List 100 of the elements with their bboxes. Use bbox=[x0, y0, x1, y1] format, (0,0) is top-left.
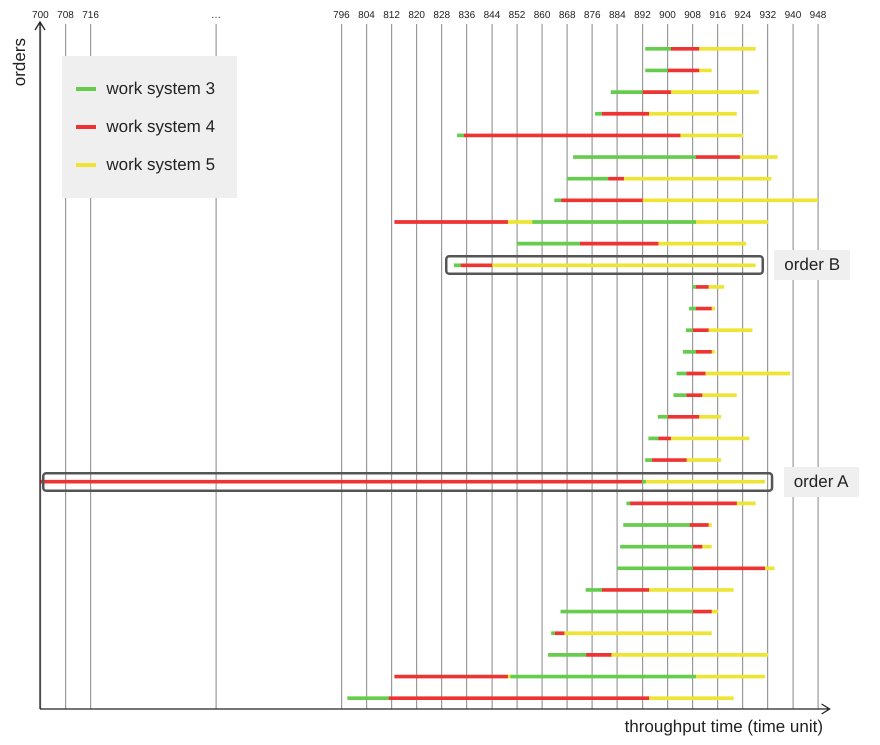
bar bbox=[698, 46, 756, 51]
bar bbox=[630, 502, 737, 506]
bar bbox=[695, 674, 766, 678]
bar bbox=[573, 155, 696, 159]
bar bbox=[645, 46, 671, 51]
bar bbox=[739, 155, 778, 159]
legend-label: work system 4 bbox=[106, 117, 216, 137]
y-axis-title: orders bbox=[10, 38, 29, 86]
bar bbox=[551, 631, 555, 636]
x-tick-label: 940 bbox=[784, 10, 802, 21]
x-tick-label: … bbox=[210, 10, 221, 21]
bar bbox=[695, 220, 768, 224]
bar bbox=[645, 480, 766, 484]
bar bbox=[554, 631, 564, 636]
annotation: order B bbox=[774, 250, 850, 280]
bar bbox=[698, 68, 712, 72]
bar bbox=[686, 372, 706, 376]
bar bbox=[711, 306, 715, 310]
bar bbox=[510, 674, 696, 678]
bar bbox=[708, 328, 752, 332]
bar bbox=[394, 674, 508, 678]
bar bbox=[658, 436, 671, 440]
bar bbox=[620, 544, 693, 548]
x-tick-label: 844 bbox=[484, 10, 501, 21]
bar bbox=[698, 414, 722, 419]
bar bbox=[648, 588, 734, 592]
x-tick-label: 716 bbox=[82, 10, 100, 21]
bar bbox=[736, 502, 756, 506]
bar bbox=[711, 610, 718, 614]
x-tick-label: 916 bbox=[709, 10, 726, 21]
bar bbox=[388, 696, 650, 700]
bar bbox=[586, 653, 612, 657]
bar bbox=[692, 566, 766, 570]
x-tick-label: 708 bbox=[57, 10, 74, 21]
bar bbox=[686, 393, 702, 397]
x-tick-label: 868 bbox=[558, 10, 576, 21]
bar bbox=[676, 372, 687, 376]
bar bbox=[601, 588, 650, 592]
bar bbox=[610, 653, 768, 657]
bar bbox=[454, 263, 461, 268]
x-tick-label: 884 bbox=[608, 10, 626, 21]
bar bbox=[680, 134, 744, 138]
x-tick-label: 892 bbox=[634, 10, 652, 21]
x-tick-label: 828 bbox=[433, 10, 451, 21]
bar bbox=[560, 198, 643, 202]
x-tick-label: 900 bbox=[659, 10, 676, 21]
bar bbox=[689, 523, 709, 527]
bar bbox=[645, 458, 652, 462]
bar bbox=[658, 414, 668, 419]
bar bbox=[764, 566, 774, 570]
x-tick-label: 908 bbox=[684, 10, 702, 21]
x-tick-label: 812 bbox=[383, 10, 400, 21]
bar bbox=[554, 198, 562, 202]
bar bbox=[667, 68, 700, 72]
bar bbox=[670, 46, 700, 51]
bar bbox=[702, 393, 737, 397]
bar bbox=[686, 458, 722, 462]
bar bbox=[695, 285, 709, 289]
x-tick-label: 836 bbox=[458, 10, 476, 21]
bar bbox=[595, 112, 602, 116]
bar bbox=[689, 306, 696, 310]
bar bbox=[692, 544, 702, 548]
bar bbox=[695, 306, 712, 310]
x-axis-title: throughput time (time unit) bbox=[624, 717, 823, 736]
bar bbox=[617, 566, 693, 570]
bar bbox=[648, 112, 737, 116]
bar bbox=[673, 393, 687, 397]
bar bbox=[670, 436, 750, 440]
bar bbox=[608, 176, 624, 181]
bar bbox=[651, 458, 687, 462]
bar bbox=[457, 134, 464, 138]
bar bbox=[492, 263, 756, 268]
bar bbox=[695, 155, 740, 159]
bar bbox=[692, 610, 712, 614]
bar bbox=[463, 134, 680, 138]
bar bbox=[532, 220, 696, 224]
bar bbox=[682, 350, 696, 354]
bar bbox=[586, 588, 602, 592]
bar bbox=[670, 90, 759, 94]
legend-label: work system 5 bbox=[106, 155, 216, 175]
bar bbox=[695, 350, 712, 354]
x-tick-label: 804 bbox=[358, 10, 376, 21]
bar bbox=[642, 480, 646, 484]
bar bbox=[686, 328, 693, 332]
legend-label: work system 3 bbox=[106, 79, 216, 99]
bar bbox=[667, 414, 700, 419]
bar bbox=[564, 631, 712, 636]
bar bbox=[648, 436, 658, 440]
x-tick-label: 796 bbox=[333, 10, 350, 21]
bar bbox=[623, 523, 690, 527]
bar bbox=[642, 198, 818, 202]
bar bbox=[347, 696, 389, 700]
x-tick-label: 932 bbox=[759, 10, 777, 21]
bar bbox=[394, 220, 508, 224]
bar bbox=[560, 610, 693, 614]
x-tick-label: 948 bbox=[810, 10, 827, 21]
bar bbox=[601, 112, 650, 116]
bar bbox=[40, 480, 643, 484]
x-tick-label: 820 bbox=[408, 10, 426, 21]
bar bbox=[516, 242, 580, 246]
